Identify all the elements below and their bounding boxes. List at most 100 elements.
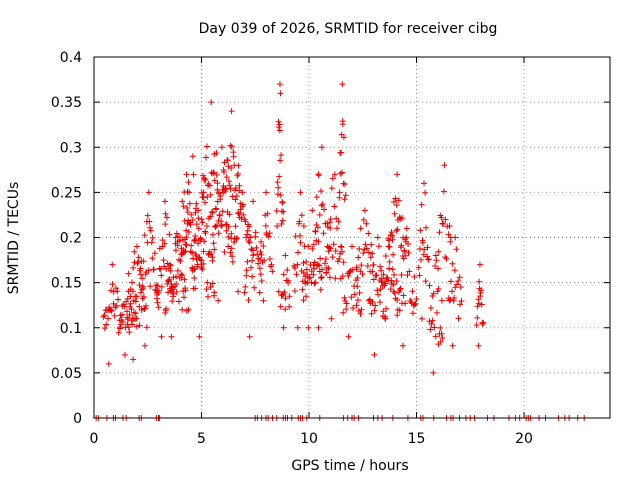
data-point <box>188 211 195 218</box>
data-point <box>244 258 251 265</box>
data-point <box>316 262 323 269</box>
data-point <box>317 255 324 262</box>
data-point <box>374 234 381 241</box>
data-point <box>138 286 145 293</box>
data-point <box>117 324 124 331</box>
data-point <box>229 258 236 265</box>
data-point <box>336 255 343 262</box>
data-point <box>332 247 339 254</box>
data-point <box>340 134 347 141</box>
data-point <box>147 227 154 234</box>
data-point <box>327 216 334 223</box>
data-point <box>257 271 264 278</box>
data-point <box>139 275 146 282</box>
data-point <box>112 285 119 292</box>
data-point <box>354 274 361 281</box>
data-point <box>115 296 122 303</box>
data-point <box>349 243 355 250</box>
data-point <box>149 255 156 262</box>
data-point <box>196 333 203 340</box>
data-point <box>449 342 456 349</box>
data-point <box>260 297 267 304</box>
data-point <box>423 224 430 231</box>
data-point <box>331 171 338 178</box>
data-point <box>447 278 454 285</box>
data-point <box>340 309 347 316</box>
data-point <box>139 283 146 290</box>
data-point <box>215 297 222 304</box>
data-point <box>357 310 364 317</box>
data-point <box>326 274 333 281</box>
data-point <box>189 249 196 256</box>
data-point <box>369 268 376 275</box>
data-point <box>432 333 439 340</box>
data-point <box>335 218 342 225</box>
data-point <box>377 286 384 293</box>
data-point <box>353 302 360 309</box>
data-point <box>324 220 331 227</box>
data-point <box>458 297 465 304</box>
data-point <box>170 274 177 281</box>
data-point <box>105 360 112 367</box>
data-point <box>298 212 305 219</box>
data-point <box>339 248 346 255</box>
data-point <box>218 222 225 229</box>
data-point <box>130 264 137 271</box>
data-point <box>309 245 316 252</box>
data-point <box>183 171 190 178</box>
data-point <box>208 99 215 106</box>
data-point <box>392 195 399 202</box>
data-point <box>152 286 159 293</box>
data-point <box>202 230 209 237</box>
data-point <box>329 254 336 261</box>
data-point <box>306 275 313 282</box>
data-point <box>175 256 182 263</box>
data-points <box>93 81 588 421</box>
data-point <box>408 299 415 306</box>
data-point <box>204 193 211 200</box>
data-point <box>155 304 162 311</box>
data-point <box>418 201 425 208</box>
data-point <box>345 272 352 279</box>
data-point <box>388 229 395 236</box>
data-point <box>200 172 207 179</box>
data-point <box>339 81 346 88</box>
data-point <box>213 206 220 213</box>
data-point <box>388 277 395 284</box>
data-point <box>225 223 232 230</box>
data-point <box>320 230 327 237</box>
chart-title: Day 039 of 2026, SRMTID for receiver cib… <box>199 21 498 37</box>
data-point <box>133 323 140 330</box>
data-point <box>187 248 194 255</box>
data-point <box>256 289 263 296</box>
data-point <box>421 180 428 187</box>
data-point <box>447 296 454 303</box>
data-point <box>189 153 196 160</box>
data-point <box>243 267 250 274</box>
data-point <box>282 295 289 302</box>
data-point <box>422 278 429 285</box>
data-point <box>300 259 307 266</box>
data-point <box>218 218 225 225</box>
data-point <box>274 179 281 186</box>
data-point <box>242 283 249 290</box>
data-point <box>328 185 335 192</box>
data-point <box>159 237 166 244</box>
data-point <box>323 269 330 276</box>
data-point <box>146 218 153 225</box>
data-point <box>280 324 287 331</box>
data-point <box>232 196 239 203</box>
data-point <box>475 300 482 307</box>
data-point <box>336 189 343 196</box>
data-point <box>273 207 280 214</box>
data-point <box>210 169 217 176</box>
data-point <box>383 305 390 312</box>
data-point <box>256 265 263 272</box>
data-point <box>324 243 331 250</box>
data-point <box>350 304 357 311</box>
data-point <box>441 162 448 169</box>
data-point <box>244 227 251 234</box>
data-point <box>134 243 140 250</box>
data-point <box>356 245 363 252</box>
data-point <box>297 189 304 196</box>
